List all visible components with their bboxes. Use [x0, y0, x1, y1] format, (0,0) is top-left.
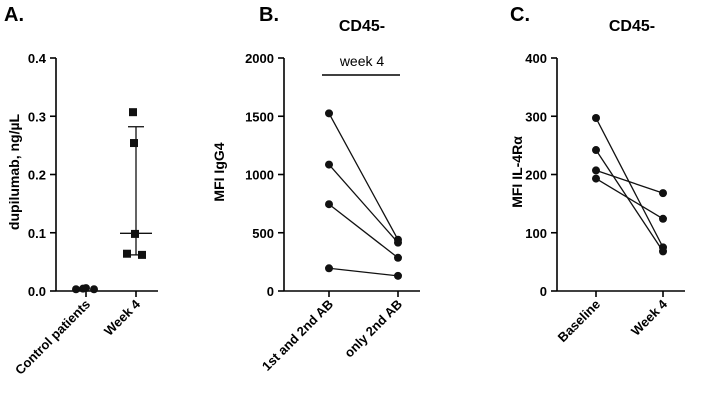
panel-b: B. CD45- week 4 MFI IgG4 0 500 1000 1500 200…: [211, 4, 420, 374]
panel-b-ytick-label: 0: [267, 284, 274, 299]
panel-c-label: C.: [510, 4, 530, 26]
panel-a-marks: [72, 108, 152, 294]
data-point-square: [123, 249, 131, 258]
paired-line: [595, 117, 664, 248]
panel-b-label: B.: [259, 4, 279, 26]
panel-a: A. dupilumab, ng/µL 0.0 0.1 0.2 0.3 0.4 Contr…: [4, 4, 158, 378]
panel-a-ytick-label: 0.0: [28, 284, 46, 299]
panel-b-ytick-label: 2000: [245, 51, 274, 66]
panel-c-ytick-label: 300: [525, 109, 547, 124]
panel-b-axes: 0 500 1000 1500 2000 1st and 2nd AB only 2nd A…: [245, 51, 420, 374]
paired-line: [328, 113, 399, 241]
data-point-circle: [325, 160, 333, 169]
panel-a-xtick-label: Control patients: [12, 297, 93, 378]
data-point-circle: [90, 285, 98, 294]
panel-a-ytick-label: 0.1: [28, 226, 46, 241]
panel-c-ytick-label: 100: [525, 226, 547, 241]
data-point-circle: [659, 247, 667, 256]
panel-a-ylabel: dupilumab, ng/µL: [6, 113, 22, 230]
panel-b-title: CD45-: [339, 18, 385, 35]
paired-line: [328, 267, 399, 277]
panel-c-ytick-label: 0: [540, 284, 547, 299]
panel-b-ylabel: MFI IgG4: [211, 142, 227, 201]
panel-b-ytick-label: 1000: [245, 168, 274, 183]
panel-c-xtick-label: Week 4: [628, 296, 671, 339]
panel-a-ytick-label: 0.3: [28, 109, 46, 124]
data-point-circle: [325, 200, 333, 209]
panel-c-ylabel: MFI IL-4Rα: [509, 136, 525, 208]
paired-line: [595, 169, 664, 194]
panel-b-ytick-label: 1500: [245, 109, 274, 124]
data-point-circle: [394, 238, 402, 247]
panel-b-xtick-label: 1st and 2nd AB: [259, 297, 336, 374]
panel-b-annotation: week 4: [339, 53, 385, 69]
data-point-circle: [592, 166, 600, 175]
data-point-circle: [592, 174, 600, 183]
panel-a-label: A.: [4, 4, 24, 26]
data-point-circle: [79, 284, 87, 293]
panel-c-xtick-label: Baseline: [555, 297, 603, 345]
data-point-circle: [659, 189, 667, 198]
data-point-square: [129, 108, 137, 117]
panel-a-ytick-label: 0.2: [28, 168, 46, 183]
panel-c-ytick-label: 200: [525, 168, 547, 183]
data-point-circle: [325, 109, 333, 118]
paired-line: [328, 203, 399, 259]
panel-c-title: CD45-: [609, 18, 655, 35]
data-point-square: [130, 139, 138, 148]
panel-a-ytick-label: 0.4: [28, 51, 47, 66]
data-point-circle: [394, 271, 402, 280]
paired-line: [595, 178, 664, 220]
panel-c: C. CD45- MFI IL-4Rα 0 100 200 300 400 Baselin…: [509, 4, 685, 345]
paired-line: [328, 164, 399, 244]
panel-b-ytick-label: 500: [252, 226, 274, 241]
data-point-circle: [592, 113, 600, 122]
data-point-circle: [394, 253, 402, 262]
panel-c-ytick-label: 400: [525, 51, 547, 66]
panel-b-marks: [325, 109, 402, 280]
panel-c-axes: 0 100 200 300 400 Baseline Week 4: [525, 51, 685, 345]
data-point-circle: [659, 214, 667, 223]
panel-b-xtick-label: only 2nd AB: [341, 297, 405, 361]
data-point-circle: [72, 285, 80, 294]
data-point-circle: [592, 146, 600, 155]
panel-a-xtick-label: Week 4: [101, 296, 144, 339]
paired-line: [595, 149, 664, 252]
data-point-circle: [325, 264, 333, 273]
panel-c-marks: [592, 113, 667, 256]
